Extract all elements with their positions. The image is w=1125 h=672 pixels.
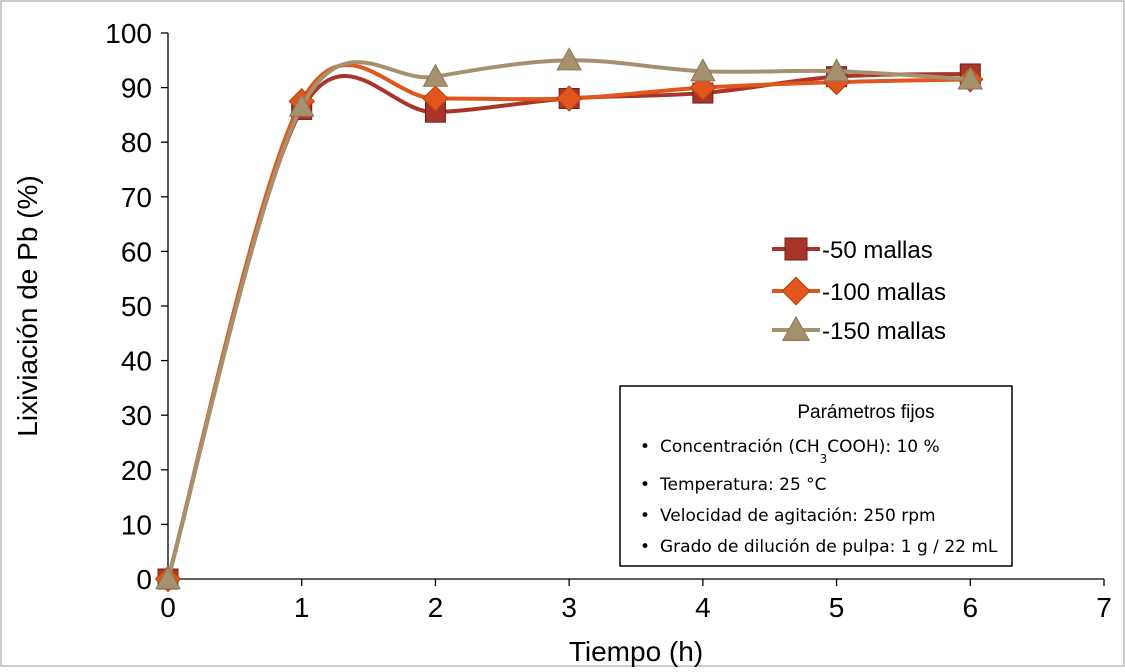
- param-temperature: Temperatura: 25 °C: [659, 475, 827, 495]
- param-agitation: Velocidad de agitación: 250 rpm: [660, 506, 936, 526]
- legend-label: -50 mallas: [822, 237, 933, 264]
- y-tick-label: 0: [136, 564, 152, 595]
- x-tick-label: 0: [160, 592, 176, 623]
- y-axis-title: Lixiviación de Pb (%): [12, 175, 43, 436]
- y-tick-label: 50: [121, 291, 152, 322]
- legend: -50 mallas -100 mallas -150 mallas: [772, 237, 946, 345]
- legend-item-1: -50 mallas: [772, 237, 933, 264]
- x-tick-label: 1: [294, 592, 310, 623]
- legend-marker: [781, 276, 811, 306]
- y-tick-label: 30: [121, 400, 152, 431]
- series-layer: [154, 47, 984, 593]
- x-tick-label: 4: [695, 592, 711, 623]
- legend-label: -150 mallas: [822, 318, 946, 345]
- data-point: [689, 74, 717, 101]
- parameters-box-title: Parámetros fijos: [797, 402, 934, 423]
- parameters-box: Parámetros fijos • Concentración (CH3COO…: [619, 385, 1013, 567]
- y-tick-label: 70: [121, 182, 152, 213]
- bullet-2: •: [640, 475, 650, 495]
- param-dilution: Grado de dilución de pulpa: 1 g / 22 mL: [660, 537, 998, 557]
- y-tick-label: 90: [121, 73, 152, 104]
- legend-label: -100 mallas: [822, 279, 946, 306]
- data-point: [690, 58, 716, 82]
- data-point: [422, 63, 449, 87]
- x-axis-title: Tiempo (h): [569, 636, 703, 667]
- y-tick-label: 80: [121, 127, 152, 158]
- legend-marker: [784, 237, 808, 261]
- data-point: [155, 565, 181, 590]
- y-tick-label: 10: [121, 509, 152, 540]
- data-point: [957, 66, 984, 90]
- parameters-box-frame: [619, 385, 1013, 567]
- param-concentration: Concentración (CH3COOH): 10 %: [660, 437, 940, 466]
- bullet-1: •: [640, 437, 650, 457]
- data-point: [556, 47, 582, 71]
- param-concentration-sub: 3: [820, 452, 828, 466]
- legend-item-2: -100 mallas: [772, 276, 946, 306]
- bullet-3: •: [640, 506, 650, 526]
- y-tick-label: 100: [105, 18, 152, 49]
- x-tick-label: 3: [561, 592, 577, 623]
- legend-item-3: -150 mallas: [772, 315, 946, 345]
- x-tick-label: 2: [428, 592, 444, 623]
- data-point: [288, 93, 315, 117]
- data-point: [422, 85, 449, 112]
- x-tick-label: 7: [1096, 592, 1112, 623]
- series-3: [155, 47, 984, 590]
- x-tick-label: 6: [962, 592, 978, 623]
- y-tick-label: 60: [121, 236, 152, 267]
- y-tick-label: 20: [121, 455, 152, 486]
- axes: 0 10 20 30 40 50 60 70 80 90 100 0 1 2 3 4 5 6 7 Tiempo (h)…: [12, 18, 1112, 667]
- series-line: [166, 58, 973, 581]
- data-point: [823, 58, 850, 82]
- data-point: [555, 85, 583, 112]
- x-tick-label: 5: [829, 592, 845, 623]
- bullet-4: •: [640, 537, 650, 557]
- param-concentration-main: Concentración (CH: [660, 437, 820, 457]
- param-concentration-rest: COOH): 10 %: [827, 437, 939, 457]
- y-tick-label: 40: [121, 346, 152, 377]
- legend-marker: [781, 315, 811, 342]
